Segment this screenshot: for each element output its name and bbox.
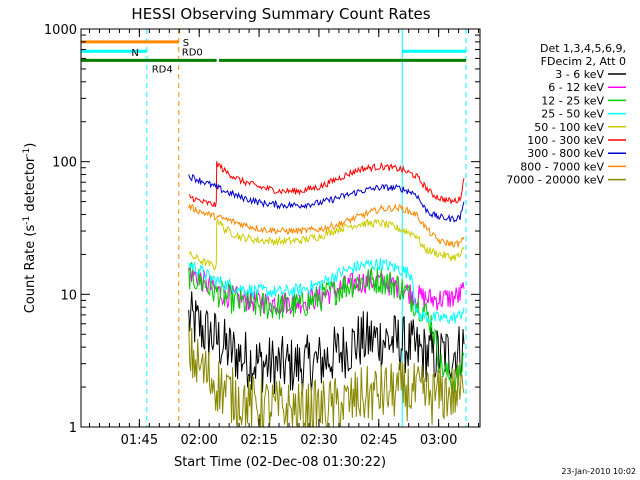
flag-label-0: S — [183, 38, 189, 49]
x-tick-label-3: 02:30 — [300, 433, 337, 448]
legend-label-4: 50 - 100 keV — [534, 121, 604, 134]
x-tick-label-0: 01:45 — [121, 433, 158, 448]
y-axis-label: Count Rate (s-1 detector-1) — [22, 143, 38, 314]
y-axis-label-main: Count Rate (s — [23, 225, 38, 314]
axes-ticks: 01:45 02:00 02:15 02:30 02:45 03:00 1 10 100 1000 — [44, 23, 480, 448]
footer-date: 23-Jan-2010 10:02 — [561, 467, 636, 476]
x-tick-label-4: 02:45 — [360, 433, 397, 448]
x-axis-label: Start Time (02-Dec-08 01:30:22) — [174, 455, 386, 470]
legend-label-8: 7000 - 20000 keV — [506, 174, 604, 187]
series-line-7 — [188, 203, 465, 248]
y-axis-label-end: ) — [23, 143, 38, 148]
y-tick-label-0: 1 — [69, 421, 77, 436]
y-tick-label-1: 10 — [60, 288, 77, 303]
legend-label-6: 300 - 800 keV — [527, 147, 604, 160]
flag-label-2: RD4 — [152, 64, 173, 75]
legend-label-0: 3 - 6 keV — [555, 68, 604, 81]
legend-header-line2: FDecim 2, Att 0 — [541, 55, 626, 68]
y-axis-label-mid: detector — [23, 156, 38, 216]
series-line-2 — [188, 261, 465, 393]
series-line-3 — [188, 257, 465, 325]
series-line-8 — [188, 323, 465, 427]
series-line-6 — [188, 173, 465, 223]
vertical-markers — [146, 29, 467, 427]
flag-label-1: N — [131, 48, 138, 59]
x-tick-label-2: 02:15 — [240, 433, 277, 448]
series-group — [188, 161, 465, 427]
flag-label-3: RD0 — [182, 47, 203, 58]
y-tick-label-3: 1000 — [44, 23, 77, 38]
y-tick-label-2: 100 — [52, 156, 77, 171]
series-line-0 — [188, 291, 465, 395]
y-axis-label-sup1: -1 — [22, 216, 32, 225]
legend-label-3: 25 - 50 keV — [541, 108, 604, 121]
flag-bars: S N RD4 RD0 — [81, 38, 467, 75]
x-tick-label-1: 02:00 — [180, 433, 217, 448]
series-line-4 — [188, 218, 465, 271]
plot-frame — [80, 28, 481, 428]
legend-label-7: 800 - 7000 keV — [520, 160, 604, 173]
y-axis-label-sup2: -1 — [22, 148, 32, 157]
x-tick-label-5: 03:00 — [420, 433, 457, 448]
legend-label-2: 12 - 25 keV — [541, 94, 604, 107]
series-line-5 — [188, 161, 465, 208]
legend-label-1: 6 - 12 keV — [548, 81, 604, 94]
chart-title: HESSI Observing Summary Count Rates — [131, 5, 430, 23]
legend-header-line1: Det 1,3,4,5,6,9, — [540, 42, 626, 55]
legend-label-5: 100 - 300 keV — [527, 134, 604, 147]
